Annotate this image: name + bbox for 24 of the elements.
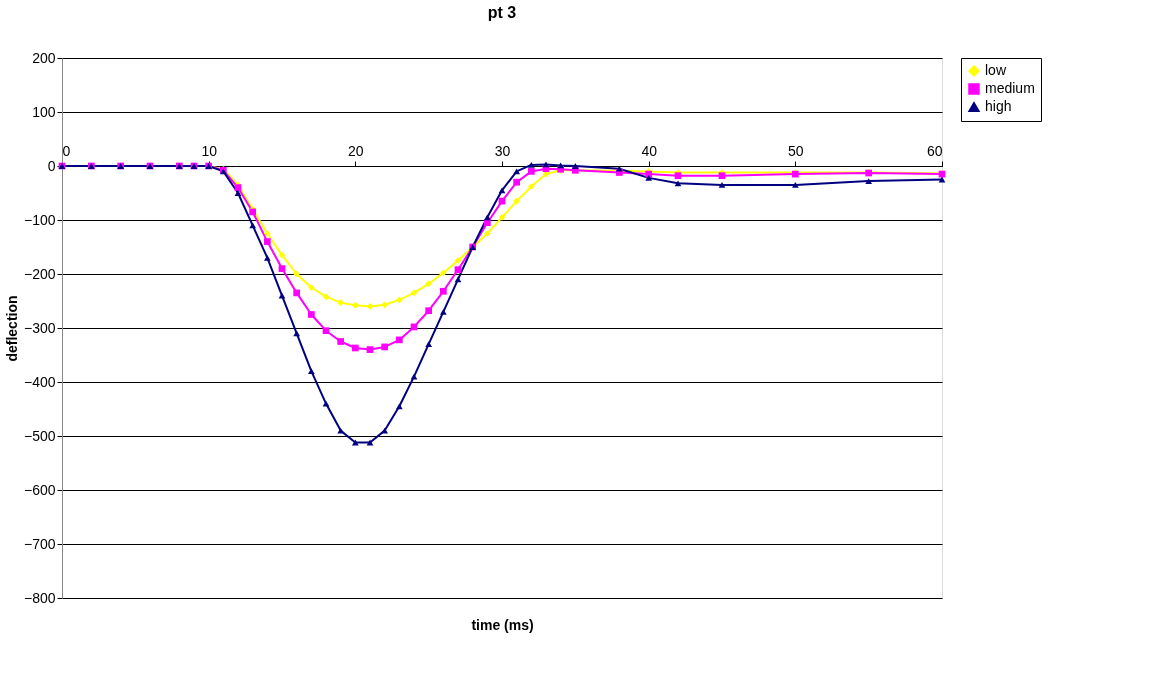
y-tick-label: −800 xyxy=(23,589,56,606)
x-tick-label: 0 xyxy=(62,142,71,159)
x-tick-label: 20 xyxy=(348,142,364,159)
y-tick-label: −300 xyxy=(23,319,56,336)
legend-label: low xyxy=(985,62,1007,78)
chart-title: pt 3 xyxy=(487,4,517,21)
y-tick-label: 100 xyxy=(32,103,56,120)
y-tick-label: −100 xyxy=(23,211,56,228)
y-axis-title: deflection xyxy=(3,295,20,362)
x-tick-label: 60 xyxy=(926,142,943,159)
y-tick-label: −700 xyxy=(23,535,56,552)
y-tick-label: −400 xyxy=(23,373,56,390)
y-tick-label: −200 xyxy=(23,265,56,282)
y-tick-label: 200 xyxy=(32,49,56,66)
x-tick-label: 40 xyxy=(641,142,658,159)
legend-label: high xyxy=(985,98,1012,114)
x-tick-label: 50 xyxy=(788,142,804,159)
x-axis-title: time (ms) xyxy=(471,616,534,633)
x-tick-label: 10 xyxy=(201,142,218,159)
legend-label: medium xyxy=(985,80,1035,96)
x-tick-label: 30 xyxy=(494,142,511,159)
y-tick-label: −500 xyxy=(23,427,56,444)
y-tick-label: 0 xyxy=(47,157,56,174)
y-tick-label: −600 xyxy=(23,481,56,498)
